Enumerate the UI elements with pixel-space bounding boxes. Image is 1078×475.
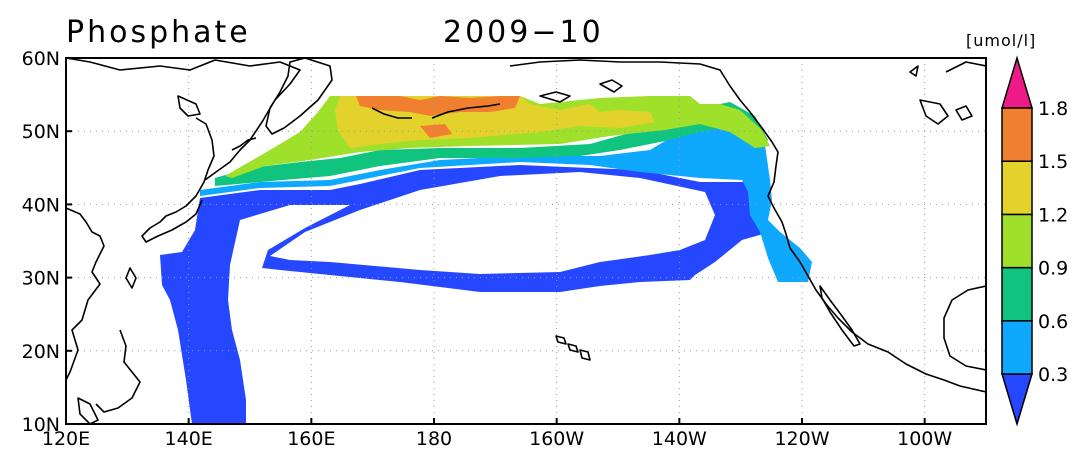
colorbar-units: [umol/l] (966, 31, 1036, 50)
colorbar-tick-label: 0.6 (1038, 311, 1068, 333)
colorbar-tick-label: 1.8 (1038, 98, 1068, 120)
phosphate-field (160, 96, 812, 424)
band-0p6-0p9 (215, 102, 768, 186)
colorbar-tick-label: 1.5 (1038, 151, 1068, 173)
lat-label: 20N (22, 341, 60, 363)
lon-label: 140E (165, 428, 213, 450)
colorbar-swatch (1001, 266, 1033, 322)
lon-label: 120W (774, 428, 829, 450)
lon-label: 100W (897, 428, 952, 450)
map-frame (65, 57, 987, 425)
grid-lines (66, 58, 986, 424)
longitude-axis: 120E 140E 160E 180 160W 140W 120W 100W (42, 418, 952, 450)
lat-label: 40N (22, 194, 60, 216)
lon-label: 140W (652, 428, 707, 450)
colorbar-tick-label: 0.3 (1038, 364, 1068, 386)
lat-label: 10N (22, 414, 60, 436)
colorbar-swatch (1001, 160, 1033, 216)
lon-label: 180 (416, 428, 452, 450)
colorbar-tick-label: 1.2 (1038, 204, 1068, 226)
colorbar-extend-high (1000, 55, 1034, 109)
map-title: Phosphate (66, 15, 251, 50)
lon-label: 120E (42, 428, 90, 450)
lat-label: 50N (22, 121, 60, 143)
lat-label: 30N (22, 268, 60, 290)
colorbar-swatch (1001, 107, 1033, 162)
colorbar: 0.3 0.6 0.9 1.2 1.5 1.8 (1000, 55, 1068, 427)
lat-label: 60N (22, 48, 60, 70)
colorbar-swatch (1001, 320, 1033, 375)
band-0p3-0p6 (200, 112, 812, 282)
band-1p5-1p8 (356, 96, 520, 116)
colorbar-tick-label: 0.9 (1038, 258, 1068, 280)
colorbar-extend-low (1000, 373, 1034, 427)
map-plot-area (66, 58, 986, 424)
lon-label: 160W (529, 428, 584, 450)
lon-label: 160E (287, 428, 335, 450)
coastlines (66, 58, 986, 424)
gyre-no-data (270, 172, 715, 274)
latitude-axis: 60N 50N 40N 30N 20N 10N (22, 48, 72, 436)
band-1p5-1p8-patch (420, 124, 452, 138)
colorbar-swatch (1001, 213, 1033, 269)
map-period: 2009−10 (443, 15, 604, 50)
